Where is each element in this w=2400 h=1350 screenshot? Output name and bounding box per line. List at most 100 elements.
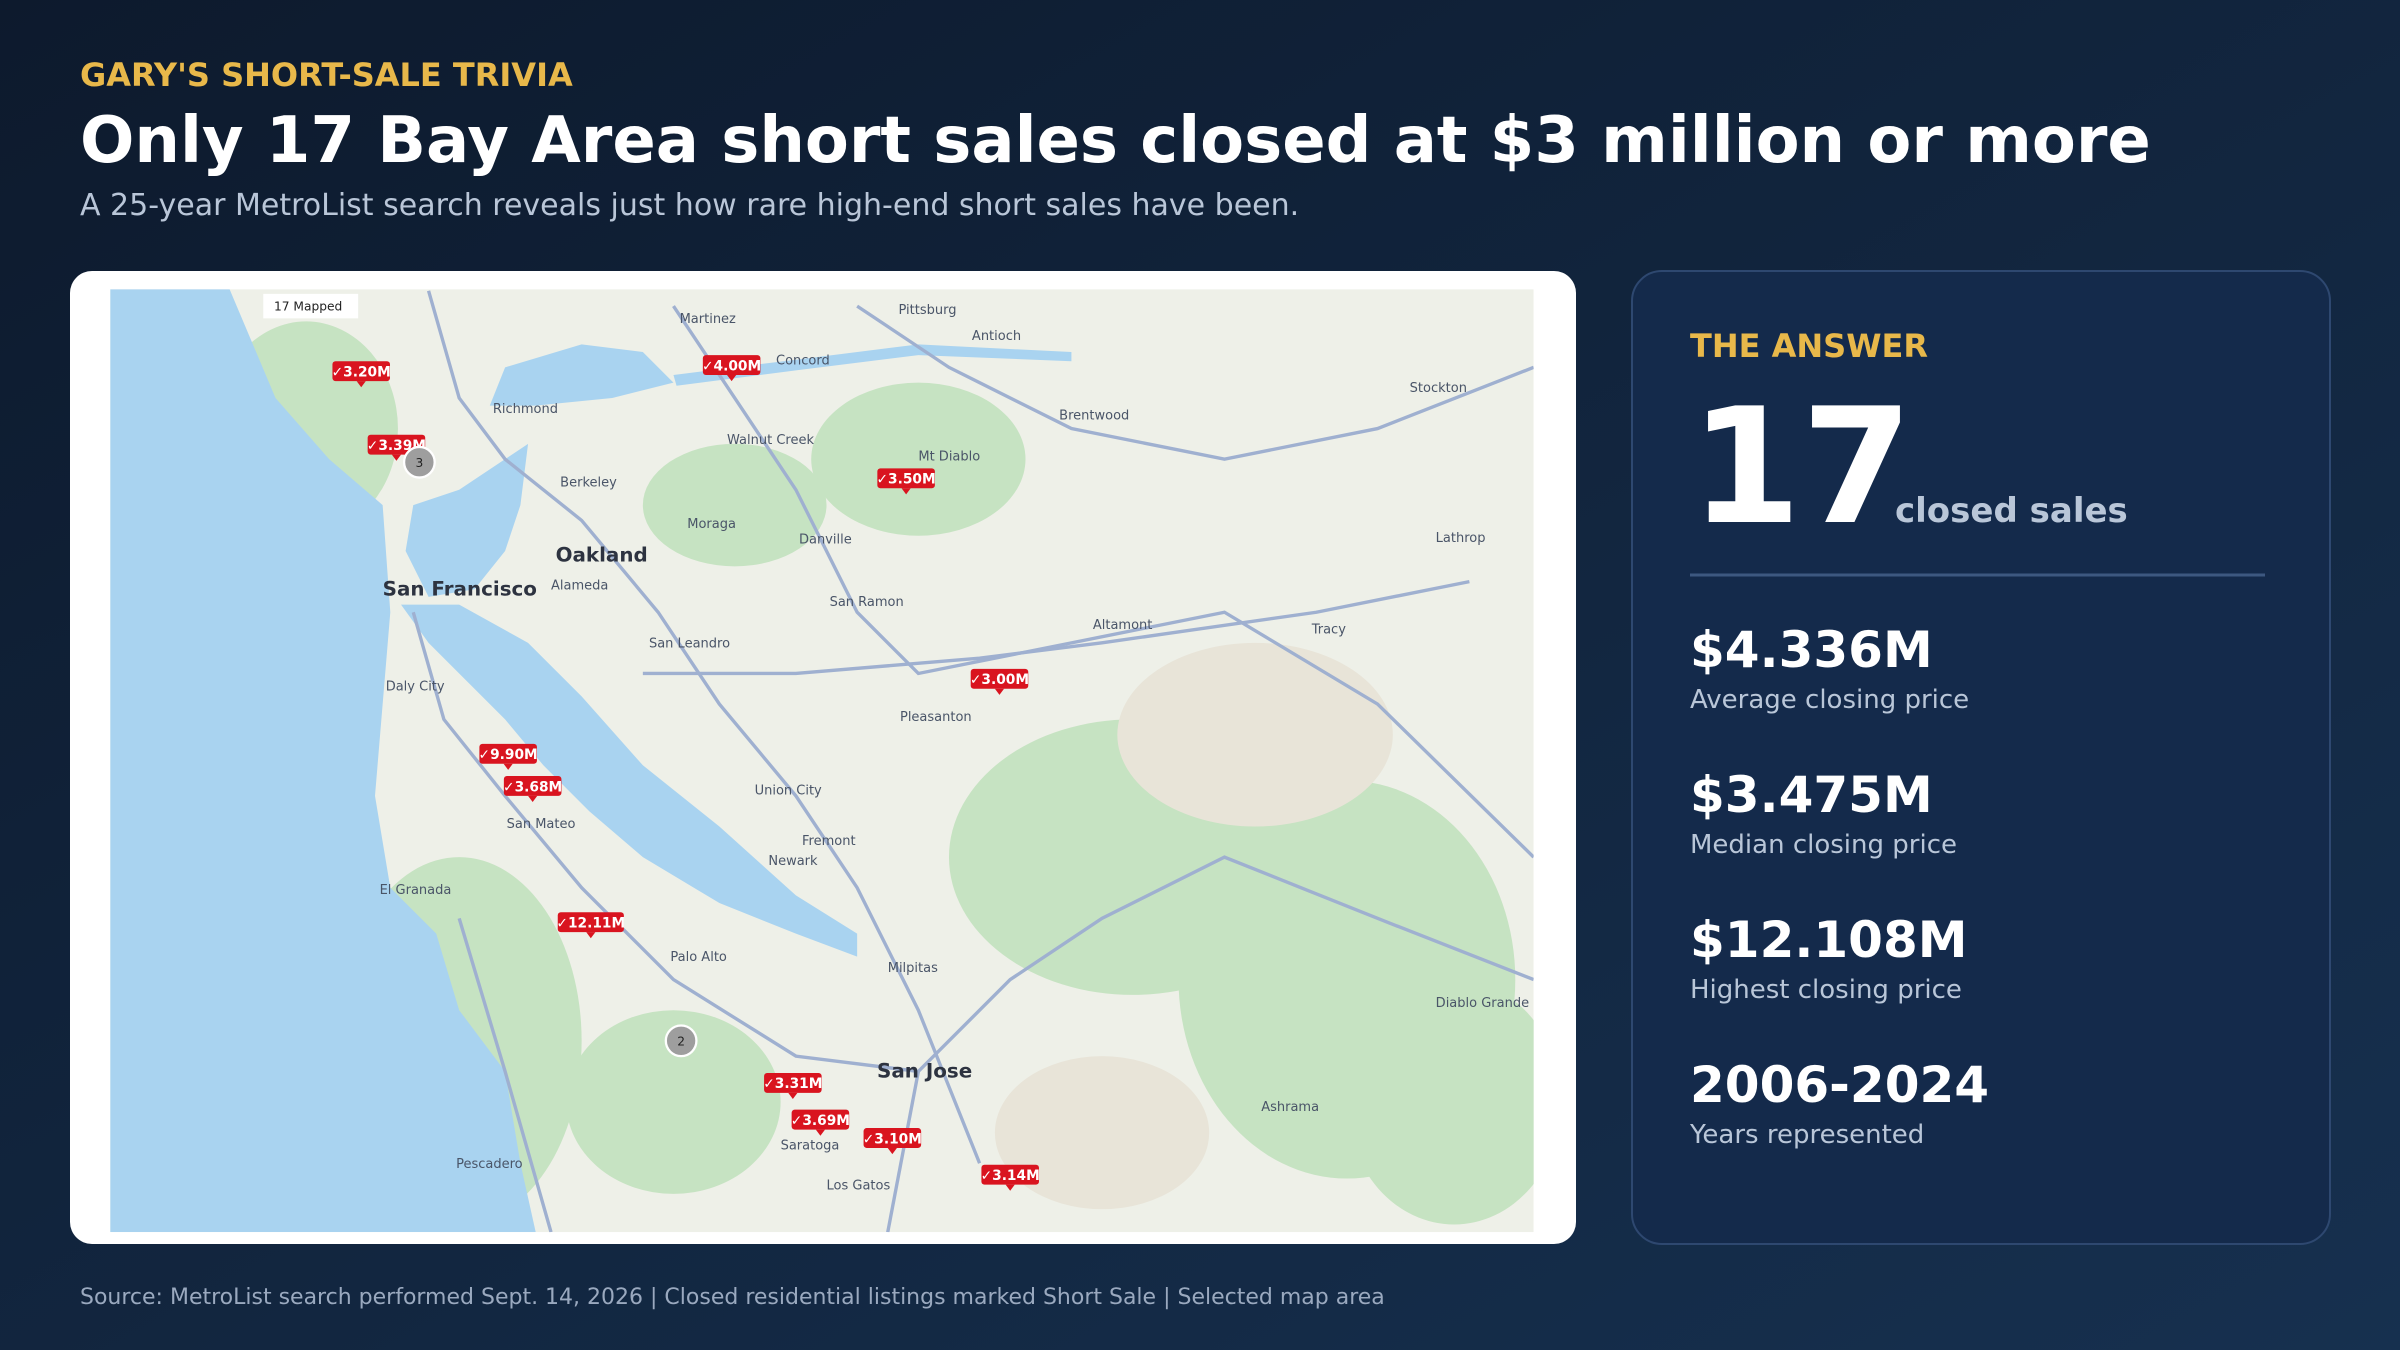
- marker-pointer: [1005, 1184, 1015, 1191]
- marker-label: ✓4.00M: [702, 358, 761, 374]
- place-label: Richmond: [493, 402, 558, 417]
- stat-label: Highest closing price: [1690, 975, 1962, 1005]
- place-label: Concord: [776, 353, 830, 368]
- marker-label: ✓12.11M: [556, 916, 625, 932]
- marker-pointer: [503, 763, 513, 770]
- marker-label: ✓3.10M: [863, 1131, 922, 1147]
- place-label: Moraga: [687, 517, 736, 532]
- place-label: Mt Diablo: [918, 450, 980, 465]
- place-labels: San Francisco Oakland San Jose Fremont Berke…: [380, 303, 1530, 1194]
- roads: [411, 290, 1534, 1233]
- marker-pointer: [356, 381, 366, 388]
- stat-label: Years represented: [1689, 1120, 1924, 1150]
- cluster-count: 2: [677, 1034, 685, 1048]
- place-label: Tracy: [1311, 623, 1346, 638]
- cluster: [402, 445, 436, 479]
- place-label: Berkeley: [560, 476, 617, 491]
- stat-value: 2006-2024: [1690, 1056, 1989, 1114]
- place-label: Union City: [755, 783, 822, 798]
- stat-label: Average closing price: [1690, 685, 1969, 715]
- marker-box: [332, 361, 390, 382]
- place-label: Palo Alto: [670, 950, 727, 965]
- source: Source: MetroList search performed Sept.…: [80, 1285, 1385, 1310]
- place-label: San Leandro: [649, 636, 730, 651]
- place-label: Los Gatos: [827, 1178, 891, 1193]
- place-label: Daly City: [386, 679, 445, 694]
- stat-label: Median closing price: [1690, 830, 1957, 860]
- place-label: Saratoga: [781, 1138, 840, 1153]
- marker-pointer: [815, 1129, 825, 1136]
- place-label: El Granada: [380, 883, 452, 898]
- place-label: Altamont: [1093, 618, 1153, 633]
- place-label: Newark: [768, 854, 818, 869]
- place-label: Pleasanton: [900, 710, 972, 725]
- marker-box: [764, 1072, 822, 1093]
- overlay-box: [263, 293, 359, 319]
- place-label: Walnut Creek: [727, 433, 814, 448]
- marker-pointer: [586, 932, 596, 939]
- marker-label: ✓3.00M: [970, 672, 1029, 688]
- dry-hills: [994, 642, 1393, 1210]
- marker-label: ✓3.20M: [332, 365, 391, 381]
- marker-label: ✓3.69M: [791, 1113, 850, 1129]
- marker-pointer: [788, 1092, 798, 1099]
- marker-label: ✓3.50M: [877, 472, 936, 488]
- place-label: Milpitas: [888, 961, 938, 976]
- marker-box: [791, 1109, 850, 1130]
- place-label: Lathrop: [1436, 531, 1486, 546]
- marker-box: [981, 1164, 1039, 1185]
- marker-box: [479, 743, 537, 764]
- marker-pointer: [391, 454, 402, 461]
- stats: $4.336M Average closing price $3.475M Media…: [1689, 621, 1989, 1150]
- title: Only 17 Bay Area short sales closed at $…: [80, 104, 2151, 178]
- marker-label: ✓3.14M: [981, 1168, 1040, 1184]
- place-label: San Jose: [877, 1060, 972, 1083]
- count: 17: [1690, 373, 1913, 560]
- marker-box: [702, 355, 761, 375]
- place-label: Stockton: [1410, 381, 1467, 396]
- water: [110, 289, 1072, 1233]
- marker-label: ✓3.68M: [503, 779, 562, 795]
- answer-panel: [1631, 270, 2331, 1245]
- marker-box: [877, 468, 935, 489]
- stat-value: $3.475M: [1690, 766, 1933, 824]
- place-label: Pittsburg: [898, 303, 956, 318]
- place-label: Danville: [799, 532, 852, 547]
- panel-heading: THE ANSWER: [1690, 327, 1928, 365]
- cluster: [664, 1024, 698, 1058]
- marker-pointer: [727, 374, 737, 382]
- place-label: Martinez: [680, 312, 736, 327]
- marker-box: [863, 1128, 922, 1148]
- place-label: San Ramon: [830, 595, 904, 610]
- count-label: closed sales: [1895, 491, 2128, 531]
- marker-pointer: [994, 688, 1005, 695]
- marker-pointer: [901, 488, 911, 495]
- marker-label: ✓9.90M: [479, 747, 538, 763]
- marker-box: [970, 668, 1029, 689]
- stat-value: $4.336M: [1690, 621, 1933, 679]
- place-label: Brentwood: [1059, 408, 1129, 423]
- place-label: Ashrama: [1261, 1100, 1319, 1115]
- marker-pointer: [528, 795, 538, 803]
- place-label: Alameda: [551, 578, 608, 593]
- place-label: Diablo Grande: [1436, 996, 1529, 1011]
- cluster-count: 3: [415, 456, 423, 470]
- place-label: Antioch: [972, 329, 1021, 344]
- place-label: Oakland: [556, 544, 648, 567]
- price-markers: ✓3.20M✓3.39M✓4.00M✓3.50M✓3.00M✓9.90M✓3.6…: [332, 355, 1040, 1191]
- marker-box: [557, 912, 624, 933]
- map: 17 Mapped San Francisco Oakland San Jose Fr…: [110, 289, 1534, 1233]
- marker-label: ✓3.31M: [763, 1076, 822, 1092]
- subtitle: A 25-year MetroList search reveals just …: [80, 188, 1299, 223]
- marker-pointer: [887, 1147, 897, 1155]
- stat-value: $12.108M: [1690, 911, 1968, 969]
- place-label: Pescadero: [456, 1157, 523, 1172]
- kicker: GARY'S SHORT-SALE TRIVIA: [80, 56, 573, 94]
- overlay-label: 17 Mapped: [274, 300, 342, 314]
- place-label: San Francisco: [383, 577, 537, 600]
- place-label: Fremont: [802, 834, 856, 849]
- place-label: San Mateo: [507, 817, 576, 832]
- marker-box: [503, 776, 562, 796]
